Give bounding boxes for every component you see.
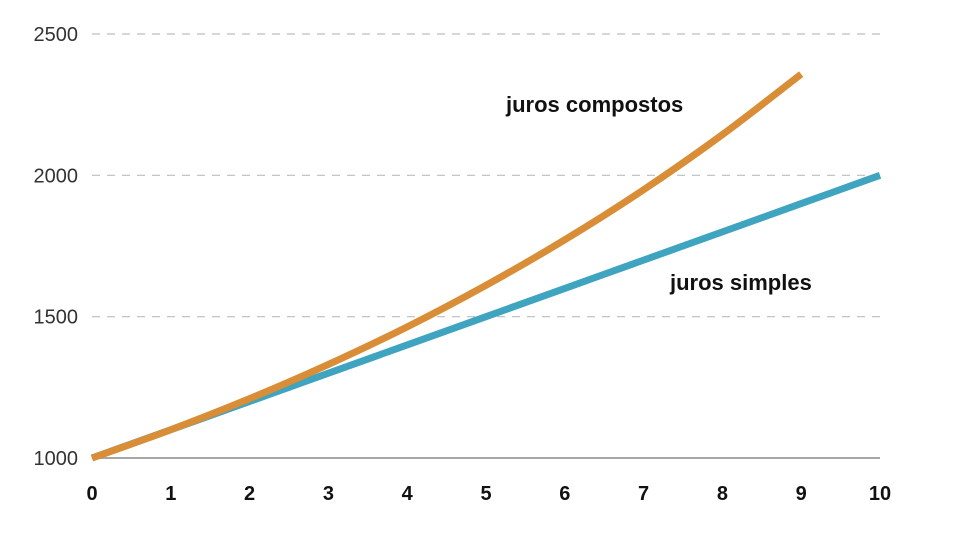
- x-tick-label: 1: [165, 483, 176, 505]
- series-label-juros-simples: juros simples: [669, 270, 812, 295]
- y-tick-label: 1500: [34, 307, 79, 329]
- x-tick-label: 7: [638, 483, 649, 505]
- x-tick-label: 3: [323, 483, 334, 505]
- x-tick-label: 6: [559, 483, 570, 505]
- y-axis-ticks: 1000 1500 2000 2500: [34, 24, 79, 470]
- x-tick-label: 0: [86, 483, 97, 505]
- x-tick-label: 8: [717, 483, 728, 505]
- x-axis-ticks: 0 1 2 3 4 5 6 7 8 9 10: [86, 483, 891, 505]
- x-tick-label: 2: [244, 483, 255, 505]
- series-line-juros-compostos: [90, 71, 804, 462]
- y-tick-label: 2500: [34, 24, 79, 46]
- gridlines: [92, 33, 880, 459]
- y-tick-label: 2000: [34, 165, 79, 187]
- x-tick-label: 5: [480, 483, 491, 505]
- series-lines: [90, 71, 882, 462]
- series-label-juros-compostos: juros compostos: [505, 92, 683, 117]
- y-tick-label: 1000: [34, 448, 79, 470]
- x-tick-label: 9: [796, 483, 807, 505]
- x-tick-label: 10: [869, 483, 891, 505]
- x-tick-label: 4: [402, 483, 414, 505]
